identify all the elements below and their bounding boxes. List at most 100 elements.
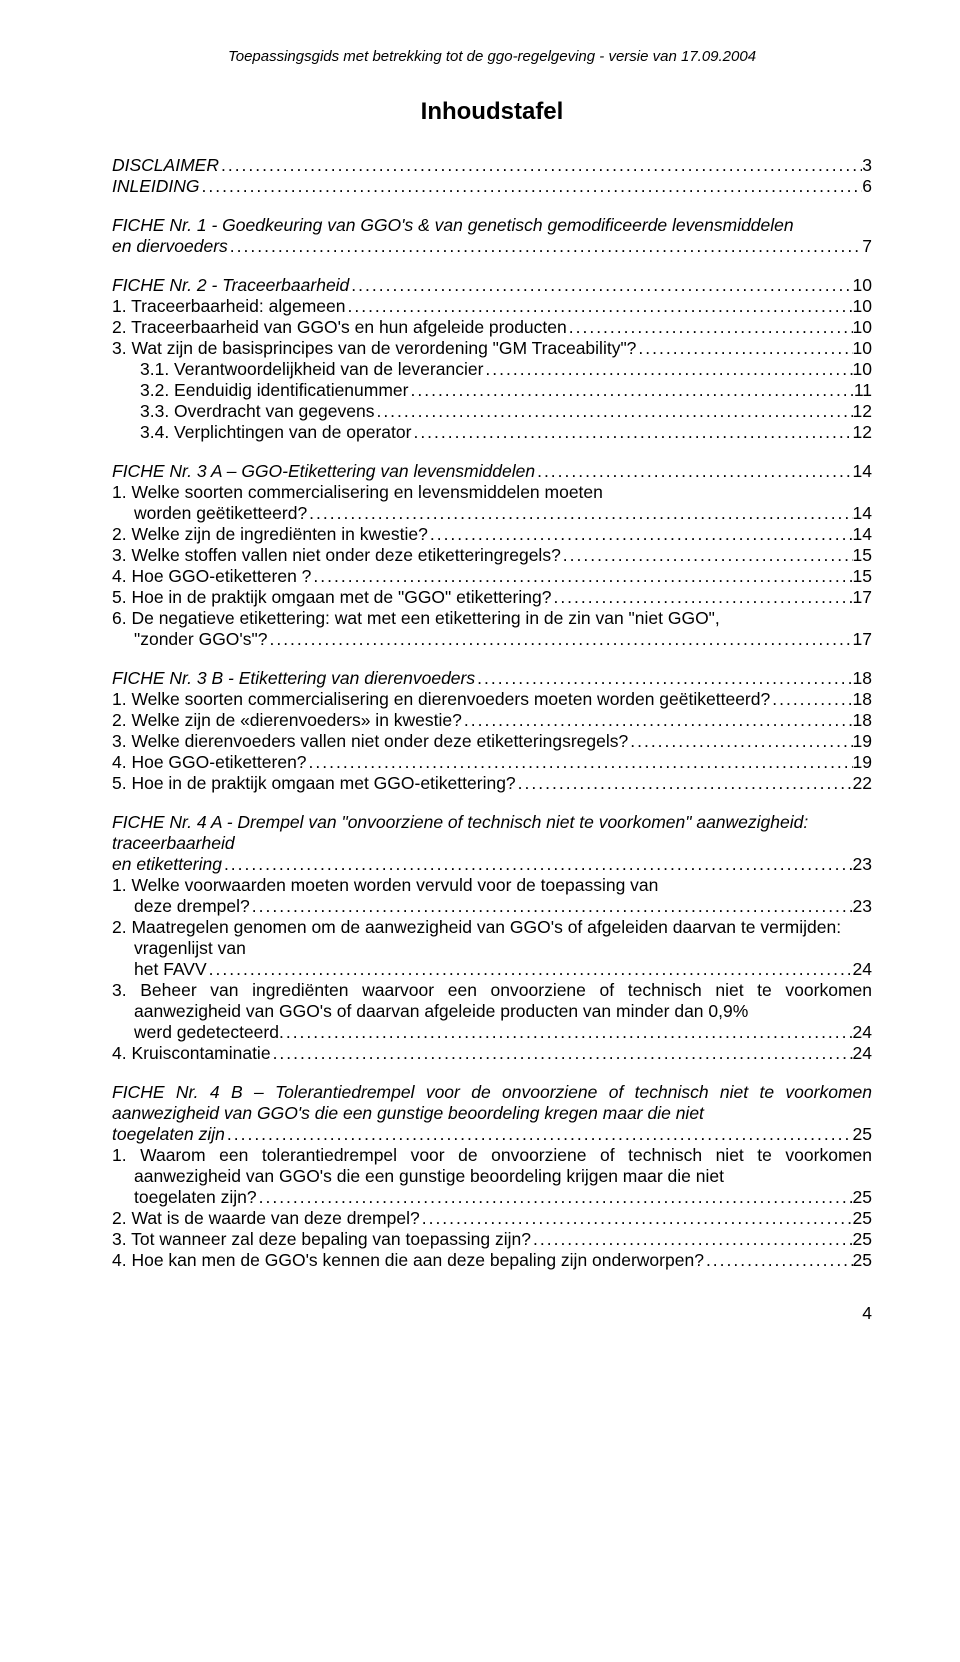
toc-entry: 3.3. Overdracht van gegevens12 (112, 401, 872, 422)
toc-entry: 2. Wat is de waarde van deze drempel? 25 (112, 1208, 872, 1229)
toc-leader-dots (374, 401, 852, 422)
toc-entry: 4. Hoe GGO-etiketteren ? 15 (112, 566, 872, 587)
toc-label: 1. Welke soorten commercialisering en le… (112, 482, 872, 503)
toc-page: 25 (853, 1208, 872, 1229)
toc-label-tail: werd gedetecteerd. (134, 1022, 284, 1043)
toc-page: 14 (853, 461, 872, 482)
toc-leader-dots (307, 752, 853, 773)
toc-leader-dots (420, 1208, 853, 1229)
toc-page: 12 (853, 401, 872, 422)
toc-entry: 4. Kruiscontaminatie24 (112, 1043, 872, 1064)
toc-label: DISCLAIMER (112, 155, 219, 176)
toc-entry: 5. Hoe in de praktijk omgaan met GGO-eti… (112, 773, 872, 794)
toc-page: 17 (853, 587, 872, 608)
toc-leader-dots (567, 317, 853, 338)
toc-label: 1. Waarom een tolerantiedrempel voor de … (112, 1145, 872, 1187)
toc-label-tail: deze drempel? (134, 896, 250, 917)
toc-leader-dots (462, 710, 853, 731)
toc-entry: 4. Hoe kan men de GGO's kennen die aan d… (112, 1250, 872, 1271)
toc-leader-dots (311, 566, 852, 587)
toc-entry: 1. Welke soorten commercialisering en le… (112, 482, 872, 524)
toc-entry: FICHE Nr. 4 B – Tolerantiedrempel voor d… (112, 1082, 872, 1145)
toc-label: 3. Welke dierenvoeders vallen niet onder… (112, 731, 628, 752)
toc-page: 7 (862, 236, 872, 257)
toc-label-tail: toegelaten zijn? (134, 1187, 257, 1208)
toc-entry: FICHE Nr. 2 - Traceerbaarheid 10 (112, 275, 872, 296)
toc-entry: 1. Traceerbaarheid: algemeen10 (112, 296, 872, 317)
toc-page: 19 (853, 752, 872, 773)
toc-page: 23 (853, 896, 872, 917)
toc-page: 19 (853, 731, 872, 752)
toc-leader-dots (228, 236, 862, 257)
toc-leader-dots (200, 176, 863, 197)
toc-page: 15 (853, 545, 872, 566)
toc-label: 3. Beheer van ingrediënten waarvoor een … (112, 980, 872, 1022)
toc-entry: DISCLAIMER 3 (112, 155, 872, 176)
toc-page: 10 (853, 296, 872, 317)
toc-entry: 3. Welke stoffen vallen niet onder deze … (112, 545, 872, 566)
toc-page: 25 (853, 1229, 872, 1250)
toc-label: 6. De negatieve etikettering: wat met ee… (112, 608, 872, 629)
toc-leader-dots (345, 296, 852, 317)
toc-leader-dots (257, 1187, 853, 1208)
toc-label: INLEIDING (112, 176, 200, 197)
toc-entry: 5. Hoe in de praktijk omgaan met de "GGO… (112, 587, 872, 608)
toc-page: 22 (853, 773, 872, 794)
toc-leader-dots (483, 359, 852, 380)
toc-label: FICHE Nr. 3 A – GGO-Etikettering van lev… (112, 461, 535, 482)
toc-page: 14 (853, 524, 872, 545)
toc-page: 15 (853, 566, 872, 587)
toc-label: 4. Hoe kan men de GGO's kennen die aan d… (112, 1250, 704, 1271)
toc-leader-dots (561, 545, 853, 566)
toc-label-tail: en diervoeders (112, 236, 228, 257)
toc-page: 18 (853, 710, 872, 731)
toc-label: 2. Maatregelen genomen om de aanwezighei… (112, 917, 872, 959)
toc-entry: 3. Wat zijn de basisprincipes van de ver… (112, 338, 872, 359)
toc-label: 2. Traceerbaarheid van GGO's en hun afge… (112, 317, 567, 338)
toc-page: 10 (853, 275, 872, 296)
toc-label-tail: "zonder GGO's"? (134, 629, 267, 650)
toc-leader-dots (307, 503, 852, 524)
toc-label: 4. Hoe GGO-etiketteren? (112, 752, 307, 773)
toc-entry: 3.1. Verantwoordelijkheid van de leveran… (112, 359, 872, 380)
toc-leader-dots (428, 524, 853, 545)
toc-entry: 2. Welke zijn de «dierenvoeders» in kwes… (112, 710, 872, 731)
toc-leader-dots (475, 668, 852, 689)
toc-page: 10 (853, 338, 872, 359)
toc-gap (112, 794, 872, 812)
toc-entry: 1. Waarom een tolerantiedrempel voor de … (112, 1145, 872, 1208)
toc-leader-dots (409, 380, 854, 401)
toc-leader-dots (770, 689, 852, 710)
toc-leader-dots (250, 896, 853, 917)
page-number: 4 (112, 1303, 872, 1324)
toc-entry: INLEIDING 6 (112, 176, 872, 197)
toc-label: 5. Hoe in de praktijk omgaan met GGO-eti… (112, 773, 516, 794)
toc-page: 18 (853, 689, 872, 710)
toc-gap (112, 257, 872, 275)
toc-leader-dots (535, 461, 852, 482)
toc-gap (112, 197, 872, 215)
toc-entry: 2. Traceerbaarheid van GGO's en hun afge… (112, 317, 872, 338)
toc-leader-dots (267, 629, 852, 650)
toc-label: 2. Wat is de waarde van deze drempel? (112, 1208, 420, 1229)
toc-page: 3 (862, 155, 872, 176)
toc-label: 3. Tot wanneer zal deze bepaling van toe… (112, 1229, 531, 1250)
toc-page: 12 (853, 422, 872, 443)
toc-page: 6 (862, 176, 872, 197)
page-header: Toepassingsgids met betrekking tot de gg… (112, 48, 872, 66)
toc-entry: 2. Welke zijn de ingrediënten in kwestie… (112, 524, 872, 545)
toc-label: 5. Hoe in de praktijk omgaan met de "GGO… (112, 587, 551, 608)
toc-label: 4. Hoe GGO-etiketteren ? (112, 566, 311, 587)
toc-label: FICHE Nr. 4 A - Drempel van "onvoorziene… (112, 812, 872, 854)
toc-label: FICHE Nr. 1 - Goedkeuring van GGO's & va… (112, 215, 872, 236)
toc-label: FICHE Nr. 3 B - Etikettering van dierenv… (112, 668, 475, 689)
toc-entry: FICHE Nr. 3 A – GGO-Etikettering van lev… (112, 461, 872, 482)
toc-label: 3. Welke stoffen vallen niet onder deze … (112, 545, 561, 566)
toc-page: 25 (853, 1250, 872, 1271)
toc-page: 25 (853, 1187, 872, 1208)
toc-page: 14 (853, 503, 872, 524)
toc-label: 3.1. Verantwoordelijkheid van de leveran… (140, 359, 483, 380)
toc-entry: 4. Hoe GGO-etiketteren? 19 (112, 752, 872, 773)
toc-label: FICHE Nr. 2 - Traceerbaarheid (112, 275, 349, 296)
toc-entry: 3.2. Eenduidig identificatienummer11 (112, 380, 872, 401)
